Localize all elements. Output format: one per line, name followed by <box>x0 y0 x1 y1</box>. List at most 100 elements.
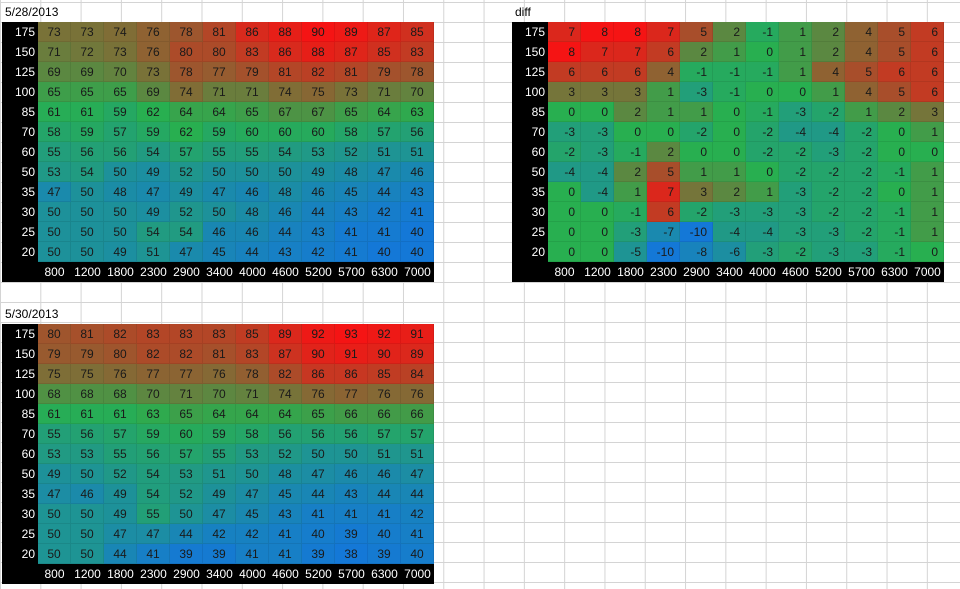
heatmap-cell[interactable]: -1 <box>713 82 746 102</box>
heatmap-cell[interactable]: 1 <box>812 82 845 102</box>
heatmap-cell[interactable]: 8 <box>548 42 581 62</box>
row-header[interactable]: 60 <box>531 145 545 159</box>
heatmap-cell[interactable]: 47 <box>137 524 170 544</box>
heatmap-cell[interactable]: 52 <box>269 444 302 464</box>
heatmap-cell[interactable]: 6 <box>878 62 911 82</box>
row-header[interactable]: 70 <box>531 125 545 139</box>
heatmap-cell[interactable]: 81 <box>203 344 236 364</box>
column-header[interactable]: 800 <box>44 265 65 279</box>
heatmap-cell[interactable]: 61 <box>38 404 71 424</box>
heatmap-cell[interactable]: 47 <box>38 182 71 202</box>
heatmap-cell[interactable]: -3 <box>812 142 845 162</box>
heatmap-cell[interactable]: 44 <box>302 202 335 222</box>
heatmap-cell[interactable]: 39 <box>368 544 401 564</box>
heatmap-cell[interactable]: 49 <box>104 504 137 524</box>
heatmap-cell[interactable]: 70 <box>203 384 236 404</box>
heatmap-cell[interactable]: 59 <box>203 424 236 444</box>
heatmap-cell[interactable]: 61 <box>38 102 71 122</box>
column-header[interactable]: 2900 <box>173 265 200 279</box>
heatmap-cell[interactable]: 49 <box>170 182 203 202</box>
heatmap-cell[interactable]: 50 <box>236 162 269 182</box>
heatmap-cell[interactable]: 83 <box>203 324 236 344</box>
heatmap-cell[interactable]: 60 <box>302 122 335 142</box>
heatmap-cell[interactable]: 6 <box>581 62 614 82</box>
heatmap-cell[interactable]: 64 <box>368 102 401 122</box>
heatmap-cell[interactable]: 54 <box>137 484 170 504</box>
heatmap-cell[interactable]: -10 <box>680 222 713 242</box>
heatmap-cell[interactable]: 63 <box>137 404 170 424</box>
heatmap-cell[interactable]: 41 <box>335 242 368 262</box>
heatmap-cell[interactable]: 49 <box>104 242 137 262</box>
heatmap-cell[interactable]: 59 <box>104 102 137 122</box>
heatmap-cell[interactable]: 46 <box>302 182 335 202</box>
column-header[interactable]: 4600 <box>782 265 809 279</box>
heatmap-cell[interactable]: -3 <box>812 222 845 242</box>
heatmap-cell[interactable]: 1 <box>713 42 746 62</box>
heatmap-cell[interactable]: 54 <box>137 142 170 162</box>
heatmap-cell[interactable]: 57 <box>368 122 401 142</box>
heatmap-cell[interactable]: 48 <box>269 464 302 484</box>
heatmap-cell[interactable]: 91 <box>401 324 434 344</box>
heatmap-cell[interactable]: 71 <box>236 82 269 102</box>
column-header[interactable]: 6300 <box>371 265 398 279</box>
heatmap-cell[interactable]: 81 <box>203 22 236 42</box>
heatmap-cell[interactable]: 56 <box>335 424 368 444</box>
heatmap-cell[interactable]: 79 <box>38 344 71 364</box>
heatmap-cell[interactable]: -2 <box>779 242 812 262</box>
heatmap-cell[interactable]: 75 <box>71 364 104 384</box>
heatmap-cell[interactable]: -2 <box>680 202 713 222</box>
heatmap-cell[interactable]: 0 <box>746 82 779 102</box>
heatmap-cell[interactable]: -4 <box>581 162 614 182</box>
heatmap-cell[interactable]: 51 <box>401 142 434 162</box>
heatmap-cell[interactable]: 54 <box>137 464 170 484</box>
heatmap-cell[interactable]: 48 <box>104 182 137 202</box>
heatmap-cell[interactable]: 50 <box>203 202 236 222</box>
heatmap-cell[interactable]: 7 <box>647 182 680 202</box>
heatmap-cell[interactable]: 44 <box>368 484 401 504</box>
heatmap-cell[interactable]: 78 <box>236 364 269 384</box>
heatmap-cell[interactable]: 90 <box>302 22 335 42</box>
heatmap-cell[interactable]: 65 <box>71 82 104 102</box>
heatmap-cell[interactable]: 64 <box>203 404 236 424</box>
heatmap-cell[interactable]: 70 <box>401 82 434 102</box>
row-header[interactable]: 25 <box>21 527 35 541</box>
heatmap-cell[interactable]: 68 <box>71 384 104 404</box>
heatmap-cell[interactable]: 5 <box>680 22 713 42</box>
heatmap-cell[interactable]: 46 <box>236 182 269 202</box>
heatmap-cell[interactable]: 4 <box>812 62 845 82</box>
heatmap-cell[interactable]: 81 <box>71 324 104 344</box>
heatmap-cell[interactable]: 42 <box>203 524 236 544</box>
heatmap-cell[interactable]: -4 <box>746 222 779 242</box>
heatmap-cell[interactable]: 41 <box>269 524 302 544</box>
heatmap-cell[interactable]: 1 <box>779 22 812 42</box>
heatmap-cell[interactable]: -3 <box>845 242 878 262</box>
heatmap-cell[interactable]: -2 <box>812 102 845 122</box>
column-header[interactable]: 1800 <box>617 265 644 279</box>
heatmap-cell[interactable]: 65 <box>236 102 269 122</box>
row-header[interactable]: 35 <box>531 185 545 199</box>
row-header[interactable]: 60 <box>21 447 35 461</box>
column-header[interactable]: 1800 <box>107 567 134 581</box>
heatmap-cell[interactable]: 82 <box>170 344 203 364</box>
heatmap-cell[interactable]: 75 <box>302 82 335 102</box>
heatmap-cell[interactable]: 42 <box>302 242 335 262</box>
heatmap-cell[interactable]: 39 <box>335 524 368 544</box>
heatmap-cell[interactable]: 51 <box>401 444 434 464</box>
column-header[interactable]: 5200 <box>305 265 332 279</box>
heatmap-cell[interactable]: 66 <box>368 404 401 424</box>
heatmap-cell[interactable]: 50 <box>38 222 71 242</box>
heatmap-cell[interactable]: 51 <box>203 464 236 484</box>
heatmap-cell[interactable]: -1 <box>713 62 746 82</box>
heatmap-cell[interactable]: 78 <box>170 22 203 42</box>
heatmap-cell[interactable]: 74 <box>269 384 302 404</box>
heatmap-cell[interactable]: 42 <box>368 202 401 222</box>
heatmap-cell[interactable]: 57 <box>170 142 203 162</box>
heatmap-cell[interactable]: 0 <box>878 122 911 142</box>
heatmap-cell[interactable]: 44 <box>236 242 269 262</box>
heatmap-cell[interactable]: 6 <box>614 62 647 82</box>
sheet-title-5-28[interactable]: 5/28/2013 <box>5 5 59 19</box>
heatmap-cell[interactable]: 65 <box>335 102 368 122</box>
heatmap-cell[interactable]: 61 <box>104 404 137 424</box>
row-header[interactable]: 70 <box>21 125 35 139</box>
heatmap-cell[interactable]: 80 <box>104 344 137 364</box>
